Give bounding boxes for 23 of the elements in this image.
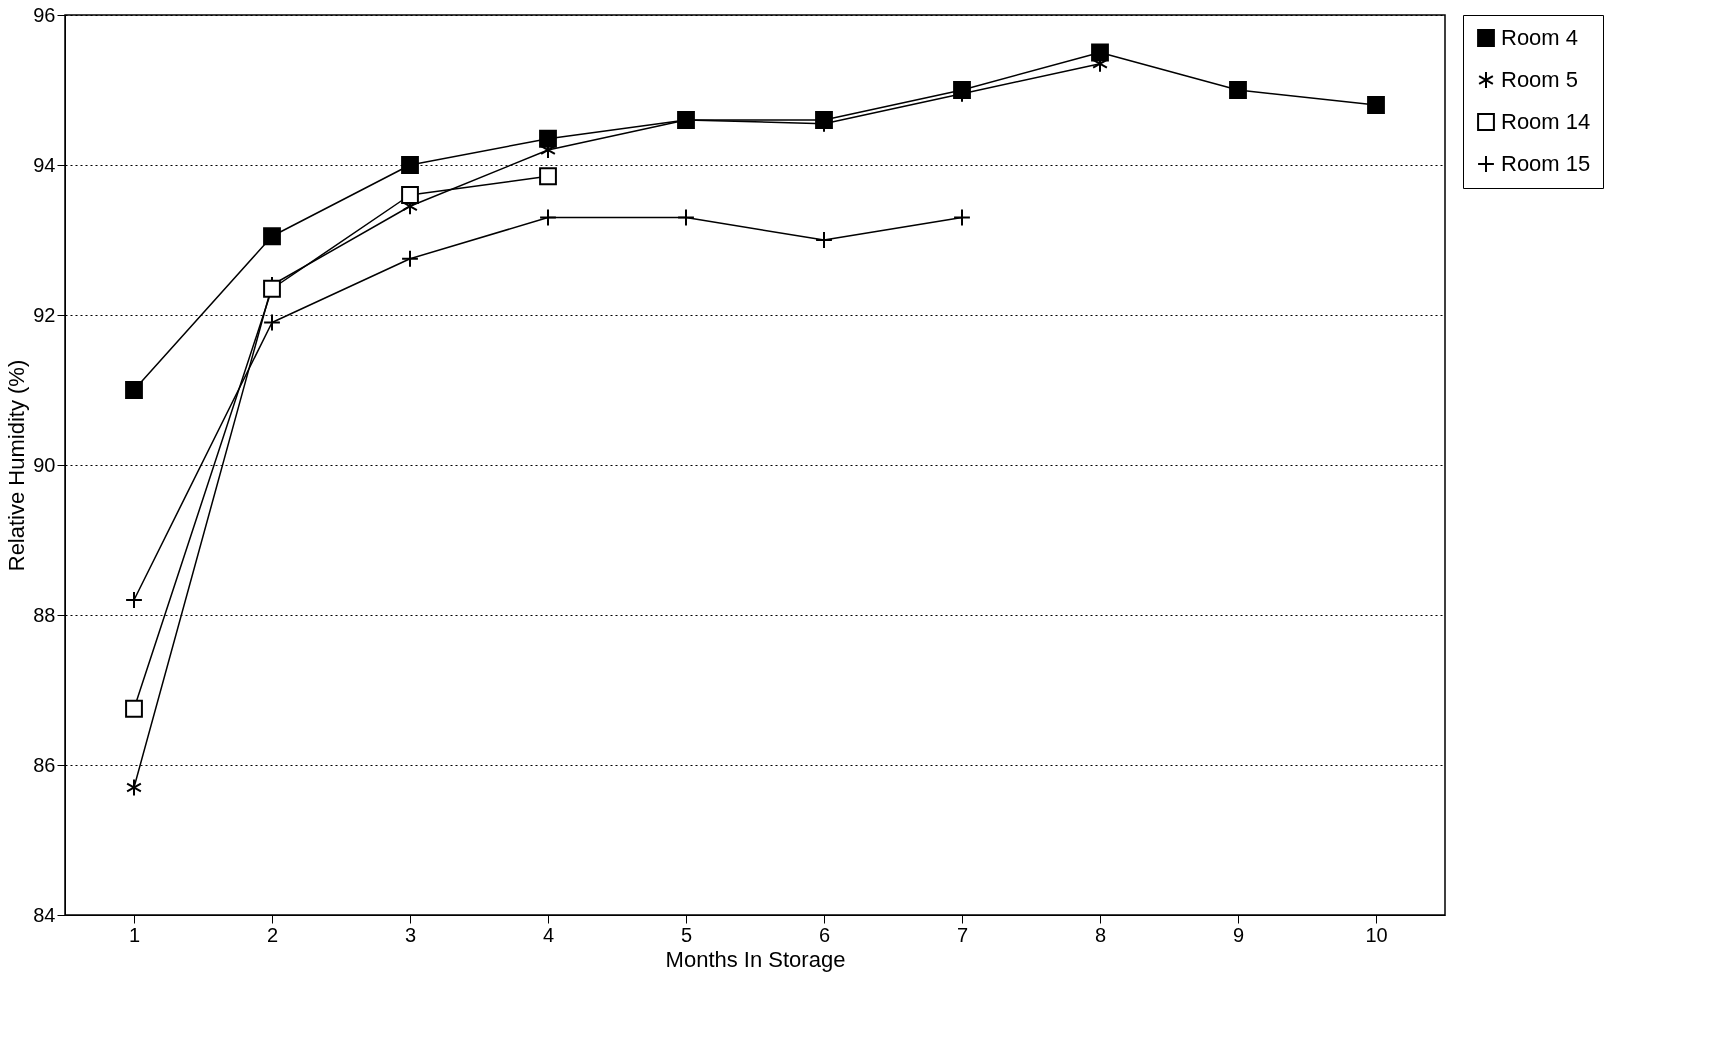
legend-label: Room 5 — [1501, 67, 1579, 92]
y-tick-label: 92 — [33, 303, 56, 326]
legend-label: Room 4 — [1501, 25, 1579, 50]
x-tick-label: 4 — [542, 923, 555, 946]
y-tick-label: 94 — [33, 153, 56, 176]
x-tick-label: 1 — [128, 923, 141, 946]
y-tick-label: 86 — [33, 753, 56, 776]
legend-label: Room 15 — [1501, 151, 1591, 176]
x-tick-label: 6 — [818, 923, 831, 946]
x-axis-title: Months In Storage — [665, 946, 846, 972]
x-tick-label: 7 — [956, 923, 969, 946]
x-tick-label: 10 — [1365, 923, 1388, 946]
x-tick-label: 8 — [1094, 923, 1107, 946]
x-tick-label: 2 — [266, 923, 279, 946]
y-tick-label: 84 — [33, 903, 56, 926]
y-tick-label: 96 — [33, 3, 56, 26]
y-axis-title: Relative Humidity (%) — [4, 359, 30, 572]
legend-label: Room 14 — [1501, 109, 1591, 134]
x-tick-label: 5 — [680, 923, 693, 946]
y-tick-label: 88 — [33, 603, 56, 626]
x-tick-label: 3 — [404, 923, 417, 946]
x-tick-label: 9 — [1232, 923, 1245, 946]
y-tick-label: 90 — [33, 453, 56, 476]
